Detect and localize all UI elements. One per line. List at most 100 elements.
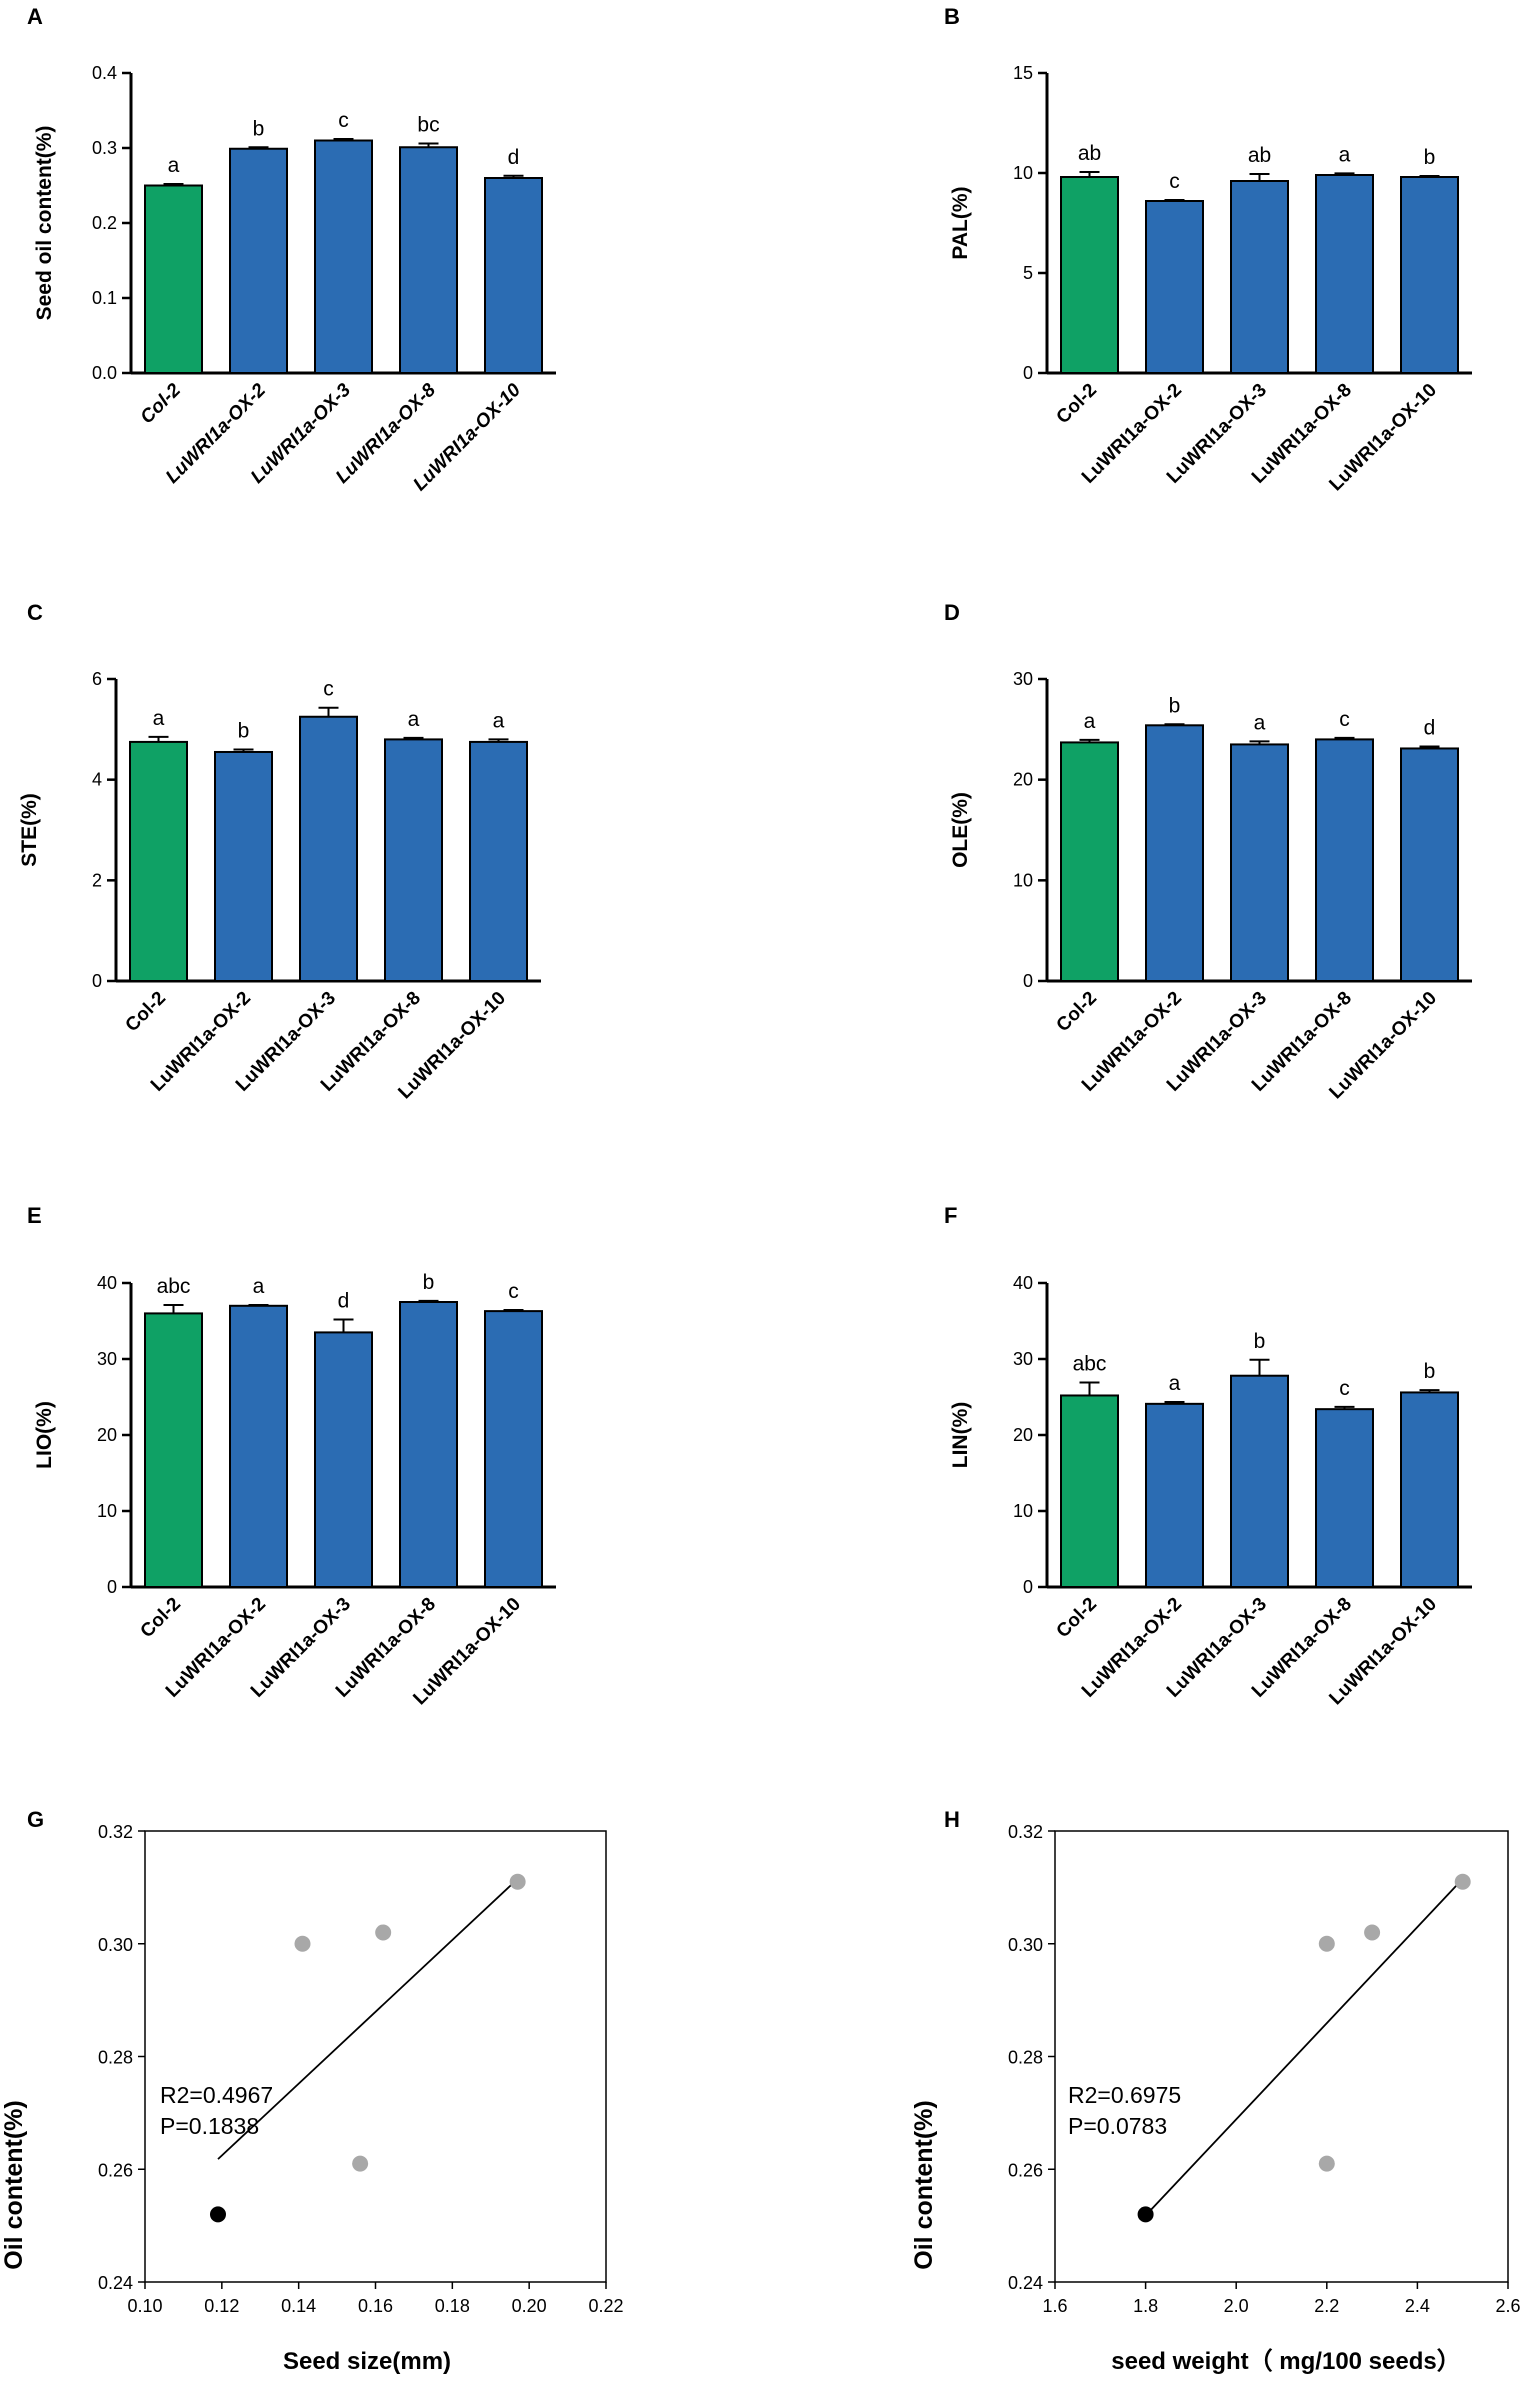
significance-letter: d <box>508 146 520 169</box>
panel-label-D: D <box>944 600 960 625</box>
bar-LuWRI1a-OX-8 <box>399 146 458 374</box>
regression-line <box>217 1878 519 2160</box>
y-tick-label: 20 <box>97 1425 117 1445</box>
bar-LuWRI1a-OX-8 <box>384 738 443 983</box>
y-tick-label: 0.30 <box>98 1935 133 1955</box>
y-tick-label: 2 <box>92 870 102 890</box>
significance-letter: a <box>1254 711 1266 734</box>
y-tick-label: 4 <box>92 770 102 790</box>
data-point-overexpression <box>1364 1924 1381 1941</box>
data-point-overexpression <box>352 2155 369 2172</box>
y-tick-label: 0.30 <box>1008 1935 1043 1955</box>
bar-Col-2 <box>144 184 203 374</box>
x-tick-label: 0.10 <box>127 2296 162 2316</box>
y-tick-label: 5 <box>1023 263 1033 283</box>
significance-letter: a <box>1339 143 1351 166</box>
y-tick-label: 0 <box>1023 971 1033 991</box>
data-point-overexpression <box>294 1935 311 1952</box>
x-tick-label: Col-2 <box>122 988 170 1036</box>
bar-LuWRI1a-OX-10 <box>484 1310 543 1588</box>
y-axis-title: LIO(%) <box>33 1401 56 1469</box>
x-tick-label: 0.12 <box>204 2296 239 2316</box>
x-tick-label: 2.0 <box>1224 2296 1249 2316</box>
regression-line <box>1144 1878 1464 2217</box>
bar-LuWRI1a-OX-2 <box>229 147 288 374</box>
x-tick-label: 2.2 <box>1314 2296 1339 2316</box>
panel-B: B051015PAL(%)abCol-2cLuWRI1a-OX-2abLuWRI… <box>944 4 1472 495</box>
x-tick-label: 0.22 <box>588 2296 623 2316</box>
y-tick-label: 0.24 <box>1008 2273 1043 2293</box>
panel-label-A: A <box>27 4 43 29</box>
y-tick-label: 0.0 <box>92 363 117 383</box>
y-axis-title: OLE(%) <box>949 792 972 868</box>
significance-letter: abc <box>157 1275 191 1298</box>
y-tick-label: 40 <box>1013 1273 1033 1293</box>
bar-Col-2 <box>1060 176 1119 374</box>
x-tick-label: Col-2 <box>1053 1594 1101 1642</box>
x-axis-title: seed weight（ mg/100 seeds） <box>1111 2348 1460 2375</box>
data-point-overexpression <box>1454 1873 1471 1890</box>
y-tick-label: 0.28 <box>1008 2048 1043 2068</box>
data-point-overexpression <box>375 1924 392 1941</box>
panel-D: D0102030OLE(%)aCol-2bLuWRI1a-OX-2aLuWRI1… <box>944 600 1472 1103</box>
y-axis-title: Oil content(%) <box>910 2100 938 2269</box>
panels-layer: A 0.0 0.1 0.2 0.3 0.4 Seed oil content(%) a Col-… <box>0 4 1521 2375</box>
y-tick-label: 0.4 <box>92 63 117 83</box>
x-tick-label: 2.6 <box>1495 2296 1520 2316</box>
bar-Col-2 <box>144 1312 203 1589</box>
panel-C: C0246STE(%)aCol-2bLuWRI1a-OX-2cLuWRI1a-O… <box>18 600 541 1103</box>
bar-LuWRI1a-OX-8 <box>1315 738 1374 983</box>
data-point-overexpression <box>1318 1935 1335 1952</box>
panel-E: E010203040LIO(%)abcCol-2aLuWRI1a-OX-2dLu… <box>27 1203 556 1709</box>
y-axis-title: STE(%) <box>18 793 41 867</box>
y-tick-label: 0.24 <box>98 2273 133 2293</box>
y-tick-label: 0.2 <box>92 213 117 233</box>
y-axis-title: PAL(%) <box>949 186 972 259</box>
significance-letter: b <box>238 719 250 742</box>
bar-LuWRI1a-OX-3 <box>1230 180 1289 374</box>
significance-letter: b <box>1424 1360 1436 1383</box>
bar-LuWRI1a-OX-2 <box>229 1304 288 1589</box>
bar-Col-2 <box>1060 741 1119 982</box>
y-tick-label: 40 <box>97 1273 117 1293</box>
significance-letter: ab <box>1078 142 1101 165</box>
data-point-overexpression <box>1318 2155 1335 2172</box>
bar-LuWRI1a-OX-3 <box>314 139 373 374</box>
y-tick-label: 30 <box>97 1349 117 1369</box>
y-tick-label: 0 <box>92 971 102 991</box>
x-tick-label: Col-2 <box>137 379 186 428</box>
data-point-overexpression <box>509 1873 526 1890</box>
bar-LuWRI1a-OX-10 <box>484 177 543 374</box>
y-tick-label: 0 <box>107 1577 117 1597</box>
plot-frame <box>1054 1830 1509 2283</box>
significance-letter: c <box>1339 1377 1350 1400</box>
x-tick-label: Col-2 <box>1053 988 1101 1036</box>
y-tick-label: 30 <box>1013 1349 1033 1369</box>
bar-LuWRI1a-OX-10 <box>1400 1391 1459 1588</box>
data-point-col-2 <box>209 2206 226 2223</box>
y-tick-label: 10 <box>1013 1501 1033 1521</box>
y-tick-label: 0.1 <box>92 288 117 308</box>
y-axis-title: LIN(%) <box>949 1402 972 1469</box>
bar-LuWRI1a-OX-3 <box>1230 1374 1289 1588</box>
panel-A: A 0.0 0.1 0.2 0.3 0.4 Seed oil content(%) a Col-… <box>27 4 556 495</box>
x-tick-label: Col-2 <box>1053 380 1101 428</box>
stat-annotation: P=0.1838 <box>160 2113 259 2139</box>
bar-LuWRI1a-OX-3 <box>1230 743 1289 983</box>
significance-letter: b <box>1169 694 1181 717</box>
panel-label-F: F <box>944 1203 957 1228</box>
significance-letter: d <box>338 1289 350 1312</box>
y-tick-label: 0.26 <box>1008 2160 1043 2180</box>
significance-letter: b <box>423 1271 435 1294</box>
significance-letter: b <box>253 117 265 140</box>
x-tick-label: 0.16 <box>358 2296 393 2316</box>
y-tick-label: 10 <box>1013 870 1033 890</box>
y-tick-label: 20 <box>1013 770 1033 790</box>
significance-letter: abc <box>1073 1353 1107 1376</box>
significance-letter: c <box>1169 170 1180 193</box>
panel-label-C: C <box>27 600 43 625</box>
significance-letter: a <box>493 709 505 732</box>
significance-letter: a <box>153 707 165 730</box>
bar-LuWRI1a-OX-8 <box>1315 174 1374 374</box>
